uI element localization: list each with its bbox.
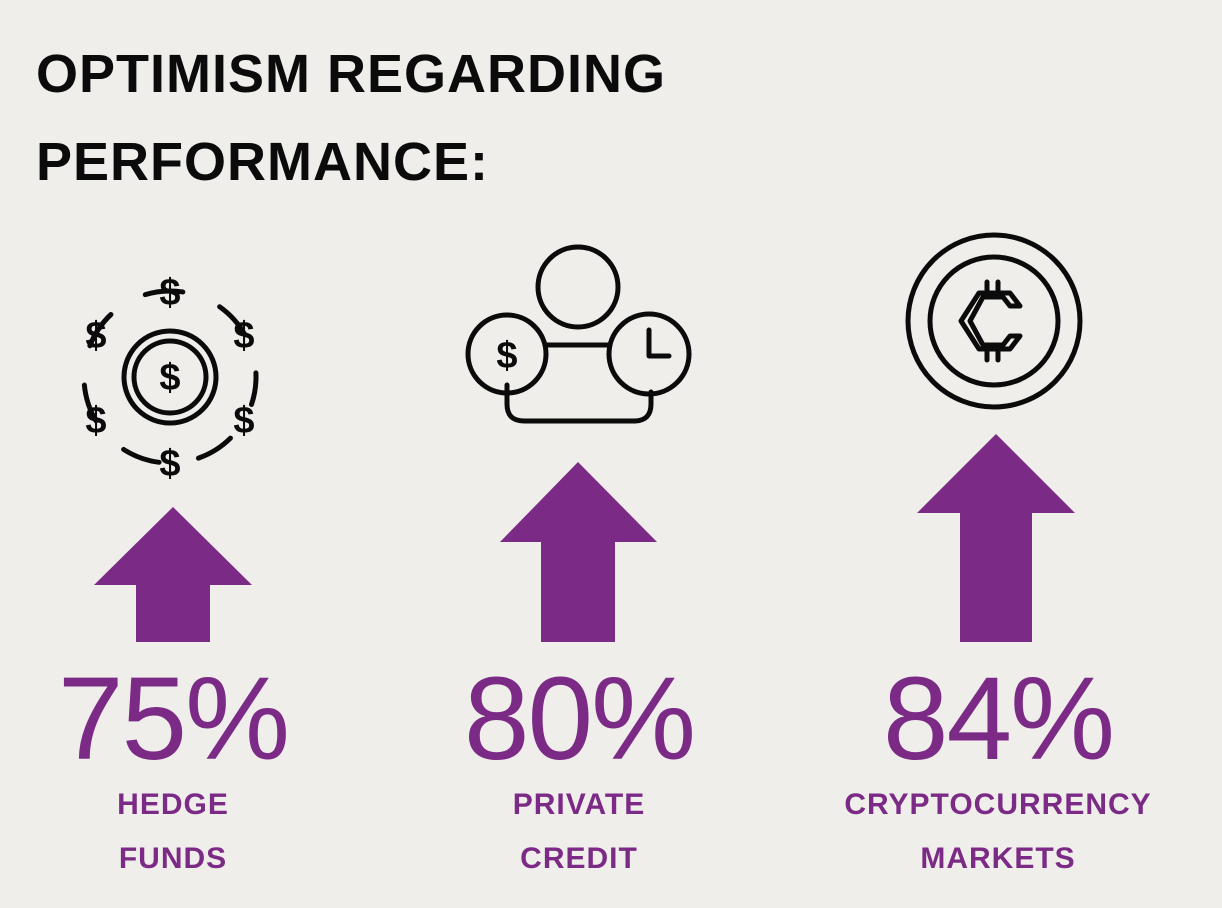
title-line-2: PERFORMANCE:	[36, 132, 489, 192]
svg-text:$: $	[85, 315, 106, 357]
stat-private-credit: $ 80% PRIVATE CREDIT	[379, 220, 779, 900]
title-line-1: OPTIMISM REGARDING	[36, 44, 667, 104]
stat-label-line-1: CRYPTOCURRENCY	[844, 788, 1152, 821]
svg-text:$: $	[496, 335, 517, 377]
svg-text:$: $	[85, 400, 106, 442]
stat-label-line-1: HEDGE	[117, 788, 229, 821]
svg-text:$: $	[233, 315, 254, 357]
stat-label: HEDGE FUNDS	[0, 778, 373, 886]
up-arrow-icon	[500, 462, 657, 642]
svg-text:$: $	[159, 272, 180, 314]
crypto-coin-icon	[905, 232, 1083, 410]
stat-cryptocurrency-markets: 84% CRYPTOCURRENCY MARKETS	[798, 220, 1198, 900]
stat-label: CRYPTOCURRENCY MARKETS	[798, 778, 1198, 886]
stat-label-line-2: MARKETS	[920, 842, 1076, 875]
stat-label-line-1: PRIVATE	[512, 788, 646, 821]
stat-hedge-funds: $ $ $ $ $ $ $ 75% HEDGE FUNDS	[0, 220, 373, 900]
stat-percent: 80%	[463, 653, 696, 785]
page-title: OPTIMISM REGARDING PERFORMANCE:	[36, 30, 666, 206]
stat-label-line-2: FUNDS	[118, 842, 228, 875]
stat-percent: 75%	[57, 653, 290, 785]
stat-percent: 84%	[882, 653, 1115, 785]
svg-text:$: $	[159, 357, 180, 399]
svg-text:$: $	[159, 443, 180, 485]
private-credit-person-icon: $	[465, 244, 692, 424]
stat-label: PRIVATE CREDIT	[379, 778, 779, 886]
up-arrow-icon	[917, 434, 1075, 642]
up-arrow-icon	[94, 507, 252, 642]
stat-label-line-2: CREDIT	[520, 842, 638, 875]
dollar-coins-cycle-icon: $ $ $ $ $ $ $	[81, 272, 259, 485]
svg-text:$: $	[233, 400, 254, 442]
